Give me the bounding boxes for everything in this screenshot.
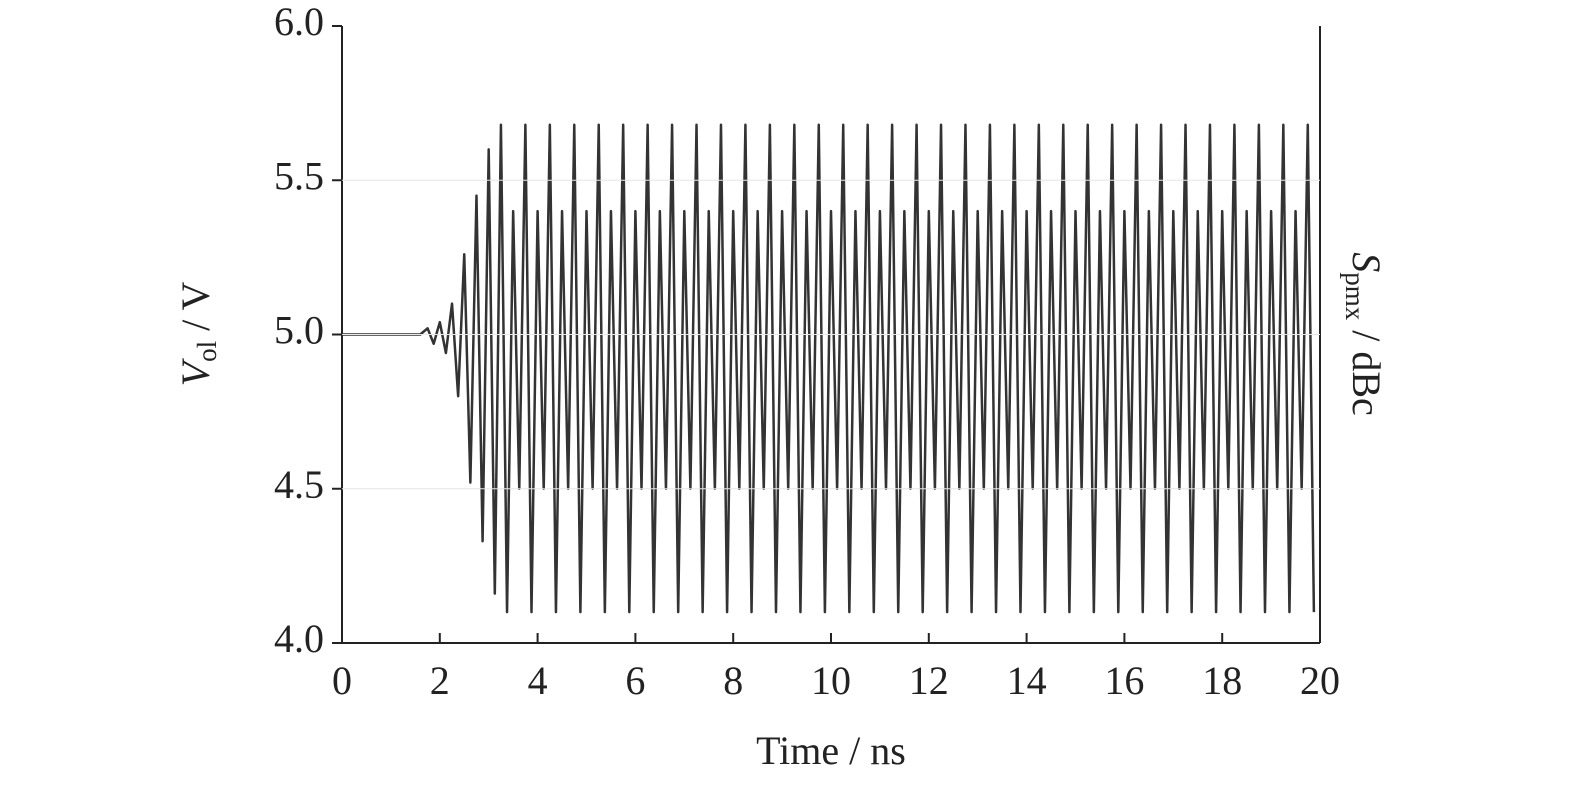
x-axis-label: Time / ns [756,728,906,773]
y-label-subscript: ol [192,341,222,362]
x-tick-label: 10 [811,658,851,703]
y2-axis-label: Spmx / dBc [1340,252,1389,416]
y-tick-label: 6.0 [274,0,324,44]
x-tick-label: 8 [723,658,743,703]
y2-label-subscript: pmx [1340,272,1370,321]
y-tick-label: 4.0 [274,616,324,661]
y-label-symbol: V [173,357,218,386]
x-tick-label: 2 [430,658,450,703]
x-tick-label: 14 [1007,658,1047,703]
y-label-unit: / V [173,282,218,341]
y2-label-symbol: S [1344,252,1389,272]
x-tick-label: 20 [1300,658,1340,703]
x-tick-label: 0 [332,658,352,703]
y2-label-unit: / dBc [1344,320,1389,416]
x-tick-label: 4 [528,658,548,703]
x-tick-label: 18 [1202,658,1242,703]
x-tick-label: 16 [1104,658,1144,703]
y-tick-label: 5.5 [274,153,324,198]
x-tick-label: 12 [909,658,949,703]
y-tick-label: 4.5 [274,462,324,507]
x-tick-label: 6 [625,658,645,703]
y-axis-label: Vol / V [173,282,222,387]
signal-line [342,123,1316,614]
y-tick-label: 5.0 [274,308,324,353]
